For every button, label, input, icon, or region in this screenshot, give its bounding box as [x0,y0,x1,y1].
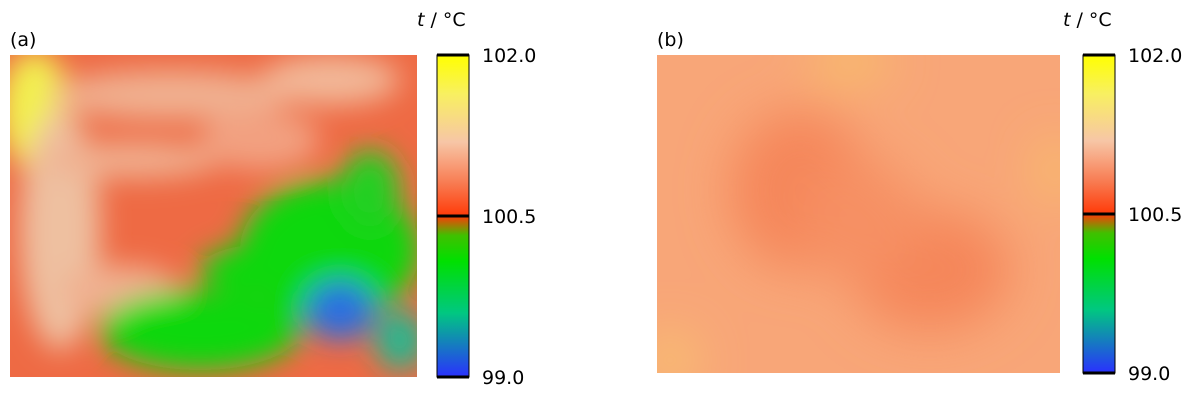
colorbar-unit: / °C [1076,9,1111,31]
colorbar-tick-label: 99.0 [482,367,524,389]
colorbar-title: t / °C [417,9,466,31]
thermal-image-b [657,55,1060,373]
colorbar-tick-label: 102.0 [1128,45,1182,67]
panel-label: (a) [10,29,36,51]
colorbar-unit: / °C [430,9,465,31]
thermal-image-a [10,55,417,377]
panel-label: (b) [657,29,684,51]
colorbar-tick-label: 100.5 [1128,204,1182,226]
colorbar-symbol: t [1063,9,1072,31]
colorbar-tick-label: 102.0 [482,45,536,67]
colorbar-tick-label: 100.5 [482,206,536,228]
colorbar-symbol: t [417,9,426,31]
colorbar-tick-label: 99.0 [1128,363,1170,385]
colorbar-title: t / °C [1063,9,1112,31]
